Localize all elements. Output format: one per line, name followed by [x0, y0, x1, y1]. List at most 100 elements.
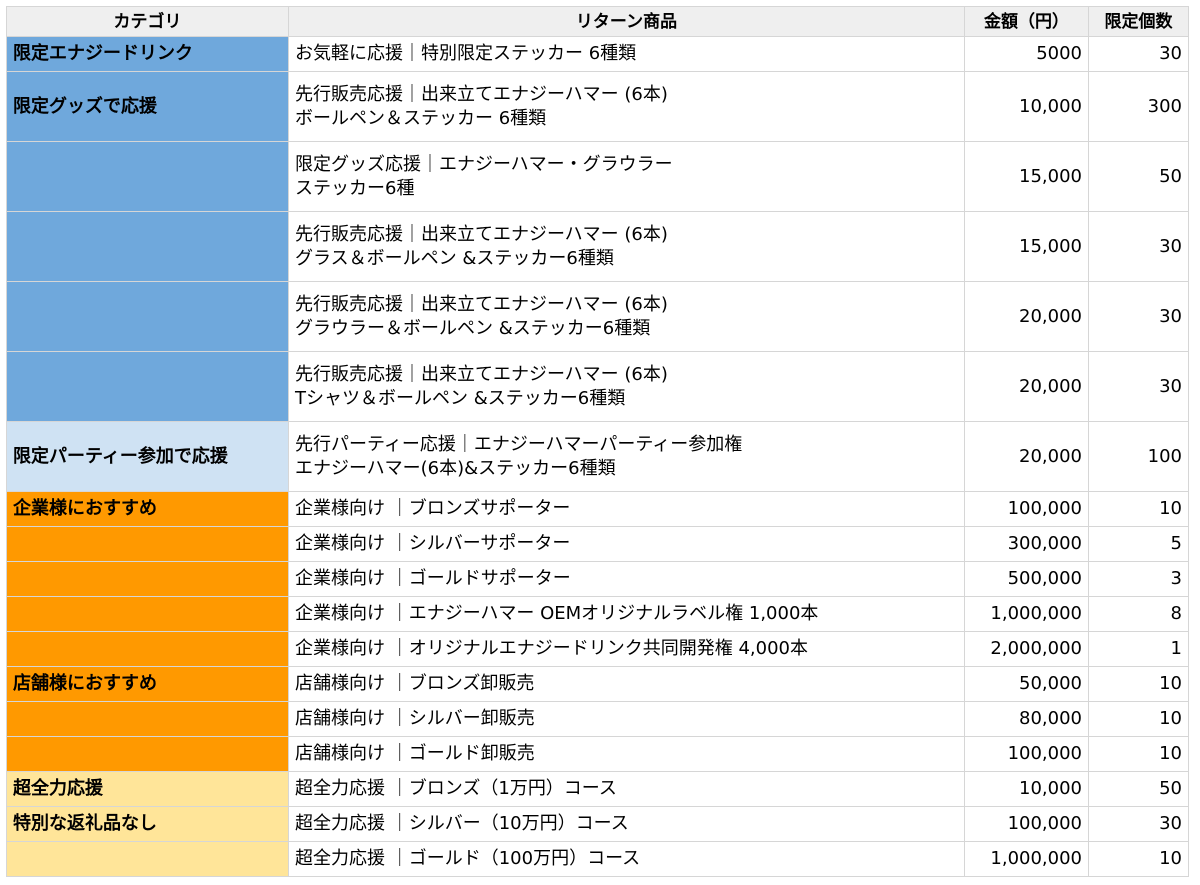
item-cell[interactable]: 先行パーティー応援｜エナジーハマーパーティー参加権 エナジーハマー(6本)&ステッ… [288, 421, 965, 492]
category-cell[interactable]: 店舗様におすすめ [6, 666, 289, 702]
category-cell[interactable] [6, 841, 289, 877]
table-row: 先行販売応援｜出来立てエナジーハマー (6本) グラウラー＆ボールペン &ステッカ… [6, 281, 1189, 352]
qty-cell[interactable]: 10 [1088, 666, 1189, 702]
item-line: 店舗様向け ｜ゴールド卸販売 [295, 743, 535, 764]
qty-cell[interactable]: 30 [1088, 211, 1189, 282]
item-cell[interactable]: 超全力応援 ｜シルバー（10万円）コース [288, 806, 965, 842]
category-cell[interactable] [6, 526, 289, 562]
item-line: 店舗様向け ｜ブロンズ卸販売 [295, 673, 535, 694]
item-cell[interactable]: 先行販売応援｜出来立てエナジーハマー (6本) ボールペン＆ステッカー 6種類 [288, 71, 965, 142]
qty-cell[interactable]: 10 [1088, 491, 1189, 527]
table-row: 企業様向け ｜エナジーハマー OEMオリジナルラベル権 1,000本 1,000,… [6, 596, 1189, 632]
category-cell[interactable]: 限定グッズで応援 [6, 71, 289, 142]
item-cell[interactable]: 企業様向け ｜オリジナルエナジードリンク共同開発権 4,000本 [288, 631, 965, 667]
qty-cell[interactable]: 10 [1088, 841, 1189, 877]
qty-cell[interactable]: 1 [1088, 631, 1189, 667]
qty-cell[interactable]: 30 [1088, 351, 1189, 422]
category-cell[interactable] [6, 211, 289, 282]
item-cell[interactable]: 店舗様向け ｜シルバー卸販売 [288, 701, 965, 737]
price-cell[interactable]: 80,000 [964, 701, 1089, 737]
table-row: 店舗様向け ｜ゴールド卸販売 100,000 10 [6, 736, 1189, 772]
item-cell[interactable]: 店舗様向け ｜ゴールド卸販売 [288, 736, 965, 772]
price-cell[interactable]: 10,000 [964, 71, 1089, 142]
item-cell[interactable]: 店舗様向け ｜ブロンズ卸販売 [288, 666, 965, 702]
item-cell[interactable]: 企業様向け ｜シルバーサポーター [288, 526, 965, 562]
qty-cell[interactable]: 50 [1088, 771, 1189, 807]
price-cell[interactable]: 5000 [964, 36, 1089, 72]
table-row: 特別な返礼品なし 超全力応援 ｜シルバー（10万円）コース 100,000 30 [6, 806, 1189, 842]
item-cell[interactable]: お気軽に応援｜特別限定ステッカー 6種類 [288, 36, 965, 72]
item-cell[interactable]: 超全力応援 ｜ブロンズ（1万円）コース [288, 771, 965, 807]
qty-cell[interactable]: 50 [1088, 141, 1189, 212]
item-line: 限定グッズ応援｜エナジーハマー・グラウラー [295, 153, 673, 175]
category-cell[interactable] [6, 736, 289, 772]
table-row: 超全力応援 超全力応援 ｜ブロンズ（1万円）コース 10,000 50 [6, 771, 1189, 807]
item-cell[interactable]: 企業様向け ｜ゴールドサポーター [288, 561, 965, 597]
qty-cell[interactable]: 30 [1088, 36, 1189, 72]
item-line: ボールペン＆ステッカー 6種類 [295, 107, 547, 129]
qty-cell[interactable]: 30 [1088, 806, 1189, 842]
qty-cell[interactable]: 3 [1088, 561, 1189, 597]
item-cell[interactable]: 企業様向け ｜エナジーハマー OEMオリジナルラベル権 1,000本 [288, 596, 965, 632]
item-cell[interactable]: 先行販売応援｜出来立てエナジーハマー (6本) Tシャツ＆ボールペン &ステッカー… [288, 351, 965, 422]
item-cell[interactable]: 先行販売応援｜出来立てエナジーハマー (6本) グラウラー＆ボールペン &ステッカ… [288, 281, 965, 352]
header-category[interactable]: カテゴリ [6, 6, 289, 37]
item-cell[interactable]: 超全力応援 ｜ゴールド（100万円）コース [288, 841, 965, 877]
price-cell[interactable]: 100,000 [964, 491, 1089, 527]
category-cell[interactable] [6, 281, 289, 352]
price-cell[interactable]: 50,000 [964, 666, 1089, 702]
item-line: 企業様向け ｜ブロンズサポーター [295, 498, 571, 519]
header-price[interactable]: 金額（円） [964, 6, 1089, 37]
category-cell[interactable]: 企業様におすすめ [6, 491, 289, 527]
price-cell[interactable]: 20,000 [964, 281, 1089, 352]
qty-cell[interactable]: 10 [1088, 701, 1189, 737]
price-cell[interactable]: 1,000,000 [964, 841, 1089, 877]
category-cell[interactable] [6, 141, 289, 212]
item-line: 企業様向け ｜ゴールドサポーター [295, 568, 571, 589]
item-line: 超全力応援 ｜シルバー（10万円）コース [295, 813, 629, 834]
price-cell[interactable]: 20,000 [964, 421, 1089, 492]
price-cell[interactable]: 15,000 [964, 141, 1089, 212]
category-cell[interactable]: 限定エナジードリンク [6, 36, 289, 72]
item-line: Tシャツ＆ボールペン &ステッカー6種類 [295, 387, 626, 409]
price-cell[interactable]: 100,000 [964, 806, 1089, 842]
table-row: 限定パーティー参加で応援 先行パーティー応援｜エナジーハマーパーティー参加権 エナジ… [6, 421, 1189, 492]
item-line: 企業様向け ｜オリジナルエナジードリンク共同開発権 4,000本 [295, 638, 808, 659]
category-cell[interactable] [6, 351, 289, 422]
category-cell[interactable] [6, 596, 289, 632]
category-cell[interactable] [6, 561, 289, 597]
qty-cell[interactable]: 30 [1088, 281, 1189, 352]
price-cell[interactable]: 300,000 [964, 526, 1089, 562]
table-row: 限定グッズ応援｜エナジーハマー・グラウラー ステッカー6種 15,000 50 [6, 141, 1189, 212]
header-qty[interactable]: 限定個数 [1088, 6, 1189, 37]
price-cell[interactable]: 100,000 [964, 736, 1089, 772]
table-row: 企業様におすすめ 企業様向け ｜ブロンズサポーター 100,000 10 [6, 491, 1189, 527]
qty-cell[interactable]: 10 [1088, 736, 1189, 772]
item-line: 先行販売応援｜出来立てエナジーハマー (6本) [295, 83, 668, 105]
table-row: 店舗様向け ｜シルバー卸販売 80,000 10 [6, 701, 1189, 737]
category-cell[interactable] [6, 631, 289, 667]
price-cell[interactable]: 10,000 [964, 771, 1089, 807]
qty-cell[interactable]: 5 [1088, 526, 1189, 562]
item-line: 企業様向け ｜シルバーサポーター [295, 533, 571, 554]
qty-cell[interactable]: 8 [1088, 596, 1189, 632]
item-cell[interactable]: 先行販売応援｜出来立てエナジーハマー (6本) グラス＆ボールペン &ステッカー6… [288, 211, 965, 282]
item-cell[interactable]: 限定グッズ応援｜エナジーハマー・グラウラー ステッカー6種 [288, 141, 965, 212]
qty-cell[interactable]: 100 [1088, 421, 1189, 492]
table-row: 先行販売応援｜出来立てエナジーハマー (6本) Tシャツ＆ボールペン &ステッカー… [6, 351, 1189, 422]
category-cell[interactable]: 限定パーティー参加で応援 [6, 421, 289, 492]
price-cell[interactable]: 500,000 [964, 561, 1089, 597]
price-cell[interactable]: 20,000 [964, 351, 1089, 422]
item-line: 先行販売応援｜出来立てエナジーハマー (6本) [295, 223, 668, 245]
category-cell[interactable]: 超全力応援 [6, 771, 289, 807]
category-cell[interactable]: 特別な返礼品なし [6, 806, 289, 842]
qty-cell[interactable]: 300 [1088, 71, 1189, 142]
price-cell[interactable]: 2,000,000 [964, 631, 1089, 667]
item-cell[interactable]: 企業様向け ｜ブロンズサポーター [288, 491, 965, 527]
item-line: 超全力応援 ｜ゴールド（100万円）コース [295, 848, 641, 869]
price-cell[interactable]: 15,000 [964, 211, 1089, 282]
table-row: 限定グッズで応援 先行販売応援｜出来立てエナジーハマー (6本) ボールペン＆ステッ… [6, 71, 1189, 142]
category-cell[interactable] [6, 701, 289, 737]
price-cell[interactable]: 1,000,000 [964, 596, 1089, 632]
header-item[interactable]: リターン商品 [288, 6, 965, 37]
